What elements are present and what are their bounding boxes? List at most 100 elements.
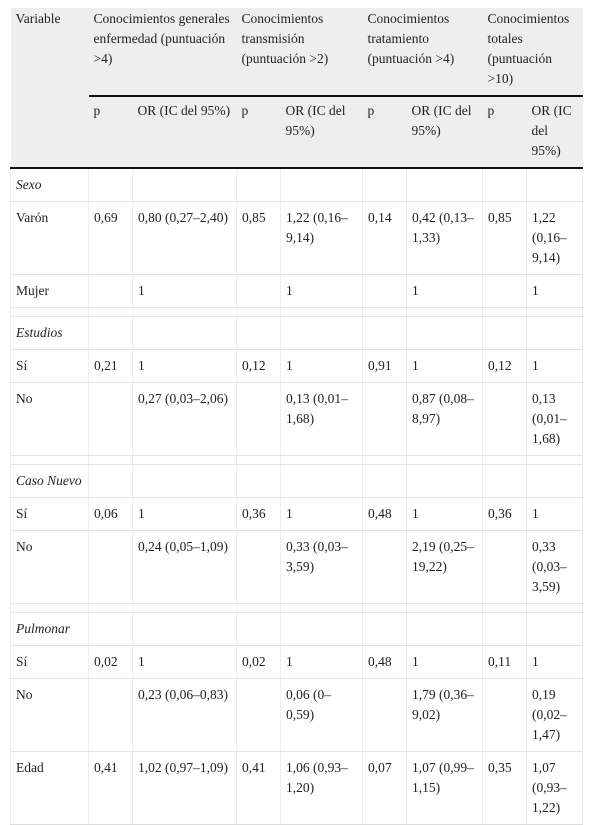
data-cell: 1,07 (0,99–1,15): [406, 751, 484, 825]
empty-cell: [88, 167, 133, 202]
empty-cell: [88, 382, 133, 456]
spacer-cell: [236, 603, 282, 613]
data-cell: 1: [280, 497, 364, 531]
data-row: Sí 0,02 1 0,02 1 0,48 1 0,11 1: [10, 645, 584, 679]
empty-cell: [406, 612, 484, 646]
section-title: Caso Nuevo: [10, 464, 89, 498]
empty-cell: [131, 316, 238, 350]
data-cell: 0,48: [362, 497, 408, 531]
data-cell: 0,24 (0,05–1,09): [131, 530, 238, 604]
empty-cell: [236, 530, 282, 604]
data-cell: 1,02 (0,97–1,09): [131, 751, 238, 825]
spacer-cell: [406, 307, 484, 317]
empty-cell: [526, 464, 584, 498]
spacer-cell: [482, 603, 528, 613]
empty-cell: [482, 316, 528, 350]
row-label: No: [10, 382, 89, 456]
empty-cell: [482, 464, 528, 498]
spacer-row: [10, 455, 584, 465]
header-cell: Variable: [10, 8, 89, 168]
data-cell: 0,27 (0,03–2,06): [131, 382, 238, 456]
data-cell: 1,22 (0,16–9,14): [526, 201, 584, 275]
group-header: Conocimientos tratamiento (puntuación >4…: [362, 8, 483, 96]
spacer-cell: [131, 455, 238, 465]
section-title: Pulmonar: [10, 612, 89, 646]
row-label: No: [10, 530, 89, 604]
data-cell: 0,14: [362, 201, 408, 275]
data-cell: 0,48: [362, 645, 408, 679]
empty-cell: [482, 530, 528, 604]
spacer-cell: [10, 307, 89, 317]
empty-cell: [236, 167, 282, 202]
spacer-cell: [10, 455, 89, 465]
row-label: Sí: [10, 645, 89, 679]
data-cell: 0,35: [482, 751, 528, 825]
empty-cell: [280, 612, 364, 646]
spacer-cell: [280, 307, 364, 317]
data-cell: 1,06 (0,93–1,20): [280, 751, 364, 825]
data-row: Sí 0,06 1 0,36 1 0,48 1 0,36 1: [10, 497, 584, 531]
row-label: Sí: [10, 497, 89, 531]
group-header: Conocimientos transmisión (puntuación >2…: [236, 8, 363, 96]
empty-cell: [88, 274, 133, 308]
empty-cell: [236, 316, 282, 350]
empty-cell: [131, 464, 238, 498]
data-cell: 1: [131, 497, 238, 531]
empty-cell: [362, 612, 408, 646]
spacer-cell: [280, 455, 364, 465]
data-cell: 1,22 (0,16–9,14): [280, 201, 364, 275]
empty-cell: [236, 464, 282, 498]
data-cell: 1: [526, 645, 584, 679]
group-header: Conocimientos totales (puntuación >10): [482, 8, 583, 96]
data-cell: 0,02: [88, 645, 133, 679]
spacer-row: [10, 307, 584, 317]
empty-cell: [236, 612, 282, 646]
section-title: Estudios: [10, 316, 89, 350]
empty-cell: [526, 316, 584, 350]
data-cell: 1: [526, 497, 584, 531]
section-title: Sexo: [10, 167, 89, 202]
empty-cell: [482, 678, 528, 752]
empty-cell: [88, 678, 133, 752]
spacer-cell: [236, 455, 282, 465]
data-cell: 0,42 (0,13–1,33): [406, 201, 484, 275]
data-cell: 0,85: [482, 201, 528, 275]
data-cell: 0,11: [482, 645, 528, 679]
data-cell: 0,06: [88, 497, 133, 531]
data-cell: 0,69: [88, 201, 133, 275]
results-table: Variable Conocimientos generales enfermed…: [10, 8, 584, 825]
empty-cell: [280, 316, 364, 350]
data-cell: 1,07 (0,93–1,22): [526, 751, 584, 825]
data-row: Sí 0,21 1 0,12 1 0,91 1 0,12 1: [10, 349, 584, 383]
spacer-cell: [88, 455, 133, 465]
data-row: No 0,23 (0,06–0,83) 0,06 (0–0,59) 1,79 (0,3…: [10, 678, 584, 752]
empty-cell: [88, 530, 133, 604]
spacer-cell: [526, 307, 584, 317]
data-cell: 0,19 (0,02–1,47): [526, 678, 584, 752]
empty-cell: [362, 464, 408, 498]
data-cell: 1: [131, 645, 238, 679]
spacer-cell: [236, 307, 282, 317]
row-label: Mujer: [10, 274, 89, 308]
sub-header: OR (IC del 95%): [132, 95, 237, 168]
empty-cell: [362, 167, 408, 202]
spacer-cell: [10, 603, 89, 613]
empty-cell: [362, 382, 408, 456]
data-cell: 0,85: [236, 201, 282, 275]
spacer-cell: [131, 603, 238, 613]
row-label: Sí: [10, 349, 89, 383]
data-cell: 0,02: [236, 645, 282, 679]
data-cell: 1: [406, 645, 484, 679]
empty-cell: [362, 316, 408, 350]
data-cell: 0,13 (0,01–1,68): [280, 382, 364, 456]
data-cell: 1: [280, 274, 364, 308]
spacer-cell: [362, 307, 408, 317]
empty-cell: [131, 167, 238, 202]
data-cell: 0,23 (0,06–0,83): [131, 678, 238, 752]
data-cell: 0,33 (0,03–3,59): [526, 530, 584, 604]
data-row: Mujer 1 1 1 1: [10, 274, 584, 308]
empty-cell: [88, 612, 133, 646]
data-cell: 0,07: [362, 751, 408, 825]
data-cell: 1: [406, 274, 484, 308]
